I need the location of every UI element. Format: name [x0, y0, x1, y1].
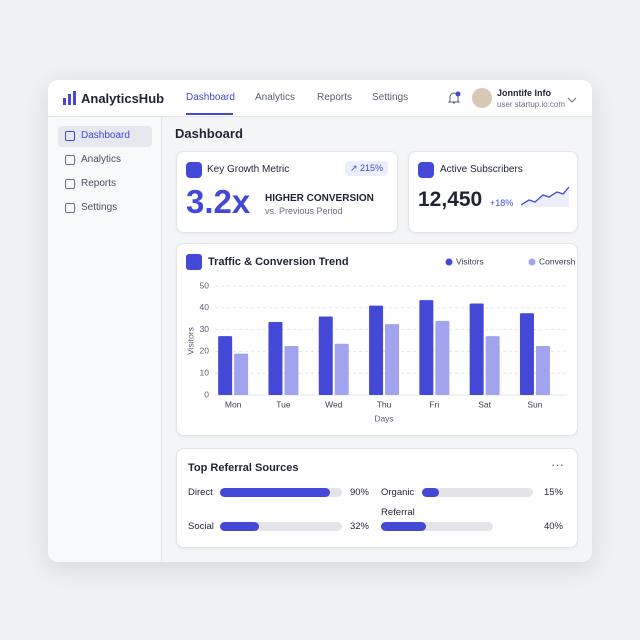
bar: [284, 345, 299, 395]
bar: [535, 345, 550, 395]
referral-name: Social: [188, 521, 214, 532]
subscribers-change: +18%: [490, 198, 514, 208]
x-tick-label: Fri: [429, 399, 439, 409]
x-tick-label: Sun: [527, 399, 542, 409]
progress-fill: [422, 488, 439, 497]
bar: [234, 353, 249, 395]
progress-track: [220, 522, 342, 531]
avatar[interactable]: [472, 88, 492, 108]
sparkline: [521, 186, 570, 207]
metric-value: 3.2x: [186, 183, 251, 220]
brand[interactable]: AnalyticsHub: [81, 91, 165, 106]
referral-value: 32%: [349, 521, 369, 532]
referral-value: 40%: [543, 521, 563, 532]
user-email: user startup.io.com: [497, 100, 566, 109]
y-tick-label: 30: [200, 324, 210, 334]
bar: [519, 313, 534, 395]
legend-swatch: [528, 258, 536, 266]
y-axis-label: Visitors: [185, 327, 195, 355]
y-tick-label: 50: [200, 280, 210, 290]
bar: [485, 336, 500, 395]
sidebar-icon: [65, 131, 75, 141]
y-tick-label: 40: [200, 302, 210, 312]
progress-track: [422, 488, 533, 497]
sidebar: [48, 117, 162, 562]
page-title: Dashboard: [175, 126, 243, 141]
nav-link[interactable]: Dashboard: [186, 92, 235, 103]
metric-headline: HIGHER CONVERSION: [265, 193, 374, 204]
progress-track: [381, 522, 493, 531]
bar: [318, 316, 333, 395]
chart: Traffic & Conversion Trend Visitors Conver…: [185, 254, 577, 423]
x-tick-label: Sat: [478, 399, 491, 409]
referral-name: Organic: [381, 487, 415, 498]
subscribers-value: 12,450: [418, 188, 483, 211]
legend-swatch: [445, 258, 453, 266]
bar: [435, 320, 450, 395]
y-tick-label: 10: [200, 367, 210, 377]
sidebar-icon: [65, 203, 75, 213]
bar: [369, 305, 384, 395]
card-icon: [186, 162, 202, 178]
y-tick-label: 20: [200, 346, 210, 356]
legend-label: Visitors: [456, 256, 484, 266]
x-tick-label: Tue: [276, 399, 291, 409]
nav-link[interactable]: Reports: [317, 92, 353, 103]
bar: [334, 343, 349, 395]
bar: [268, 321, 283, 395]
card-icon: [418, 162, 434, 178]
title-icon: [186, 254, 202, 270]
badge-text: 215%: [360, 163, 384, 173]
referral-value: 15%: [543, 487, 563, 498]
chart-card: Traffic & Conversion Trend Visitors Conver…: [176, 243, 578, 436]
sidebar-icon: [65, 155, 75, 165]
referral-card: Top Referral Sources ···: [176, 448, 578, 548]
nav-link[interactable]: Analytics: [255, 92, 296, 103]
bar: [385, 324, 400, 395]
header: [48, 80, 592, 117]
x-axis-label: Days: [374, 413, 393, 423]
nav-link[interactable]: Settings: [372, 92, 409, 103]
bar: [218, 336, 233, 395]
legend-label: Conversh Legend: [539, 256, 577, 266]
brand-icon: [63, 91, 76, 105]
sidebar-icon: [65, 179, 75, 189]
sidebar-item[interactable]: Reports: [81, 178, 117, 189]
card-title: Active Subscribers: [440, 164, 523, 175]
referral-value: 90%: [349, 487, 369, 498]
x-tick-label: Thu: [377, 399, 392, 409]
sidebar-item[interactable]: Dashboard: [81, 130, 130, 141]
progress-fill: [220, 488, 330, 497]
bar: [469, 303, 484, 395]
x-tick-label: Mon: [225, 399, 242, 409]
card-title: Key Growth Metric: [207, 164, 290, 175]
chevron[interactable]: [567, 96, 577, 104]
bell-icon[interactable]: [447, 91, 461, 105]
badge: ↗ 215%: [345, 161, 389, 176]
sidebar-item[interactable]: Settings: [81, 202, 118, 213]
metric-subtext: vs. Previous Period: [265, 206, 343, 216]
y-tick-label: 0: [204, 389, 209, 399]
sidebar-item[interactable]: Analytics: [81, 154, 122, 165]
referral-name: Referral: [381, 507, 415, 518]
bar: [419, 300, 434, 395]
referral-name: Direct: [188, 487, 213, 498]
progress-fill: [381, 522, 426, 531]
progress-fill: [220, 522, 260, 531]
nav-underline: [186, 113, 233, 115]
active-item-bg: [58, 126, 152, 147]
metric-card: Key Growth Metric ↗ 215% 3.2x HIGHER CON…: [176, 151, 398, 233]
subscribers-card: Active Subscribers 12,450 +18%: [408, 151, 578, 233]
referral-title: Top Referral Sources: [188, 462, 299, 474]
more-menu[interactable]: ···: [551, 457, 564, 472]
x-tick-label: Wed: [325, 399, 343, 409]
user-name[interactable]: Jonntife Info: [497, 88, 551, 98]
chart-title: Traffic & Conversion Trend: [208, 256, 349, 268]
